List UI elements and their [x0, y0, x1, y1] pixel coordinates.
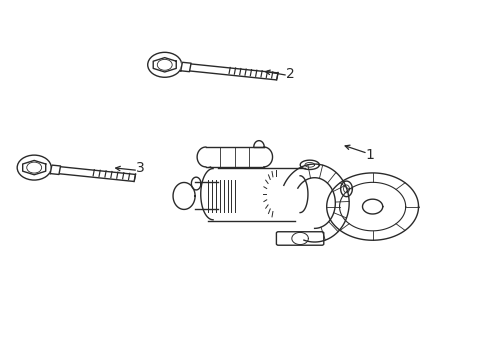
Circle shape: [147, 52, 182, 77]
Text: 1: 1: [365, 148, 374, 162]
Text: 3: 3: [136, 161, 144, 175]
Circle shape: [17, 155, 51, 180]
FancyBboxPatch shape: [276, 232, 323, 245]
Polygon shape: [181, 62, 191, 72]
Polygon shape: [50, 165, 61, 175]
Text: 2: 2: [285, 67, 294, 81]
